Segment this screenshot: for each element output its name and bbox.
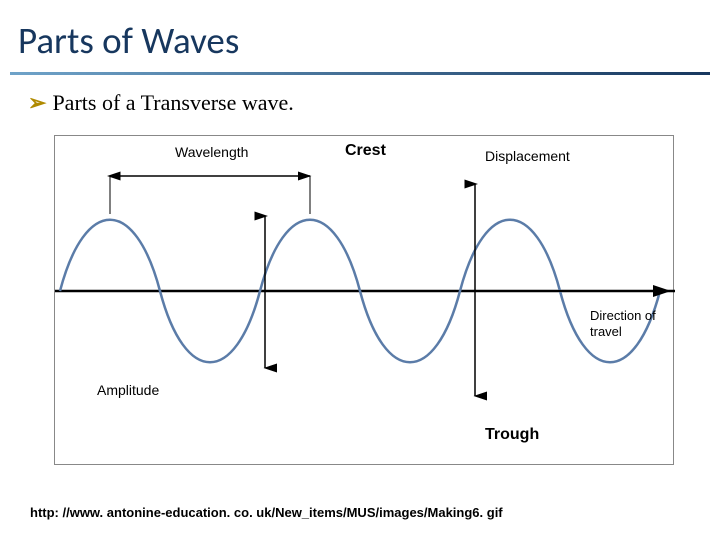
title-underline (10, 72, 710, 75)
label-crest: Crest (345, 142, 386, 160)
slide-title: Parts of Waves (18, 18, 239, 63)
bullet-icon: ➢ (28, 90, 46, 116)
slide: Parts of Waves ➢ Parts of a Transverse w… (0, 0, 720, 540)
label-direction: Direction of travel (590, 308, 656, 339)
subtitle-row: ➢ Parts of a Transverse wave. (28, 90, 294, 116)
wave-svg (55, 136, 675, 466)
label-displacement: Displacement (485, 148, 570, 164)
citation-text: http: //www. antonine-education. co. uk/… (30, 505, 503, 520)
label-amplitude: Amplitude (97, 382, 159, 398)
subtitle-text: Parts of a Transverse wave. (52, 90, 293, 116)
label-wavelength: Wavelength (175, 144, 248, 160)
label-trough: Trough (485, 426, 539, 444)
decoration-arcs (500, 0, 720, 90)
wave-diagram: Wavelength Crest Displacement Direction … (54, 135, 674, 465)
